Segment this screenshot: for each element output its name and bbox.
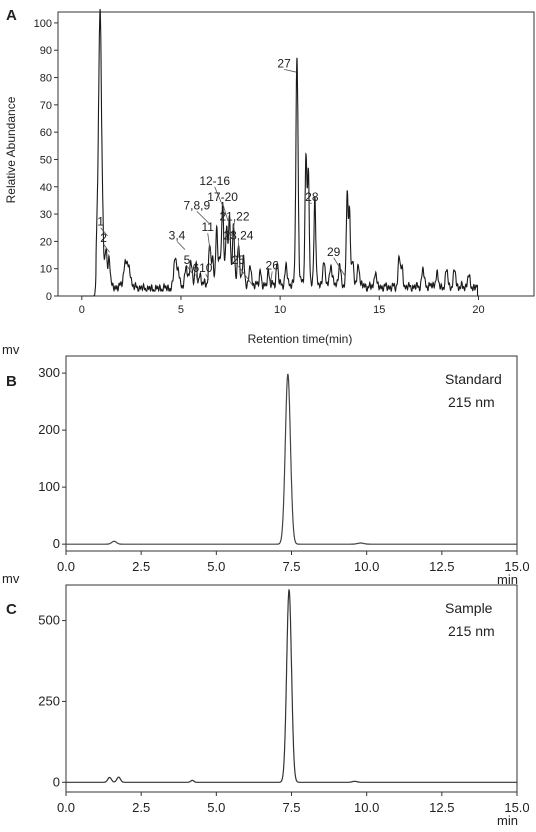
y-tick-label: 100	[34, 18, 52, 30]
peak-leader-line	[269, 271, 273, 286]
peak-label: 6	[192, 261, 199, 275]
x-tick-label: 0	[79, 304, 85, 316]
peak-label: 26	[266, 258, 280, 272]
legend-sample-name: Standard	[445, 371, 502, 387]
peak-leader-line	[284, 68, 297, 73]
peak-leader-line	[214, 186, 223, 207]
y-tick-label: 0	[46, 291, 52, 303]
panel-letter-c: C	[6, 601, 17, 618]
y-tick-label: 60	[40, 127, 52, 139]
y-tick-label: 50	[40, 154, 52, 166]
peak-label: 1	[97, 215, 104, 229]
peak-label: 7,8,9	[183, 198, 210, 212]
x-tick-label: 10.0	[354, 800, 379, 815]
panel-c-sample-chromatogram: 0 250 500 0.0 2.5 5.0 7.5 10.0 12.5 15.0 mv min Samp…	[2, 571, 530, 828]
x-tick-label: 12.5	[429, 800, 454, 815]
x-axis-unit: min	[497, 572, 518, 587]
x-tick-label: 0.0	[57, 800, 75, 815]
peak-leader-line	[238, 265, 253, 286]
legend-wavelength: 215 nm	[448, 623, 495, 639]
legend-sample-name: Sample	[445, 600, 493, 616]
y-tick-label: 300	[38, 365, 60, 380]
y-tick-label: 100	[38, 479, 60, 494]
y-tick-label: 20	[40, 236, 52, 248]
x-axis-title: Retention time(min)	[248, 332, 353, 346]
x-tick-label: 15.0	[504, 800, 529, 815]
x-axis-unit: min	[497, 813, 518, 828]
panel-b-standard-chromatogram: 0 100 200 300 0.0 2.5 5.0 7.5 10.0 12.5 15.0 mv min S…	[2, 342, 530, 587]
peak-label: 5	[184, 253, 191, 267]
y-axis-title: Relative Abundance	[4, 96, 18, 203]
x-tick-label: 7.5	[282, 800, 300, 815]
peak-leader-line	[100, 227, 108, 237]
y-tick-label: 200	[38, 422, 60, 437]
legend-wavelength: 215 nm	[448, 394, 495, 410]
y-tick-label: 250	[38, 693, 60, 708]
y-axis-unit: mv	[2, 571, 20, 586]
y-tick-label: 0	[53, 536, 60, 551]
peak-leader-line	[176, 241, 186, 250]
x-tick-label: 10.0	[354, 559, 379, 574]
x-tick-label: 2.5	[132, 559, 150, 574]
peak-label: 21,22	[220, 209, 250, 223]
y-tick-label: 500	[38, 613, 60, 628]
peak-leader-line	[231, 222, 235, 237]
y-tick-label: 70	[40, 100, 52, 112]
peak-leader-line	[333, 257, 346, 278]
x-tick-label: 12.5	[429, 559, 454, 574]
peak-leader-line	[222, 203, 228, 220]
peak-label: 27	[277, 56, 291, 70]
y-tick-label: 40	[40, 182, 52, 194]
x-tick-label: 20	[472, 304, 484, 316]
peak-label: 12-16	[199, 174, 230, 188]
peak-leader-line	[196, 211, 211, 226]
x-tick-label: 10	[274, 304, 286, 316]
x-tick-label: 0.0	[57, 559, 75, 574]
peak-label: 25	[232, 253, 246, 267]
x-tick-label: 7.5	[282, 559, 300, 574]
chromatogram-trace	[66, 373, 517, 545]
chromatogram-trace	[81, 9, 479, 297]
x-tick-label: 15	[373, 304, 385, 316]
y-tick-label: 0	[53, 774, 60, 789]
peak-label: 10	[199, 261, 213, 275]
y-tick-label: 30	[40, 209, 52, 221]
peak-leader-line	[207, 233, 212, 256]
peak-label: 28	[305, 190, 319, 204]
panel-letter-a: A	[6, 7, 17, 24]
panel-letter-b: B	[6, 373, 17, 390]
x-tick-label: 15.0	[504, 559, 529, 574]
peak-label: 29	[327, 245, 341, 259]
chromatogram-trace	[66, 588, 517, 783]
peak-leader-line	[195, 274, 199, 283]
x-tick-label: 5.0	[207, 800, 225, 815]
y-axis-unit: mv	[2, 342, 20, 357]
peak-label: 3,4	[169, 228, 186, 242]
peak-leader-line	[186, 265, 194, 275]
y-tick-label: 10	[40, 264, 52, 276]
peak-label: 23,24	[223, 228, 253, 242]
x-tick-label: 5.0	[207, 559, 225, 574]
plot-frame	[57, 11, 535, 297]
x-tick-label: 2.5	[132, 800, 150, 815]
peak-leader-line	[103, 243, 110, 253]
x-tick-label: 5	[178, 304, 184, 316]
peak-label: 17-20	[207, 190, 238, 204]
peak-label: 11	[202, 220, 215, 234]
peak-label: 2	[100, 231, 107, 245]
peak-leader-line	[205, 273, 210, 280]
y-tick-label: 90	[40, 45, 52, 57]
y-tick-label: 80	[40, 73, 52, 85]
